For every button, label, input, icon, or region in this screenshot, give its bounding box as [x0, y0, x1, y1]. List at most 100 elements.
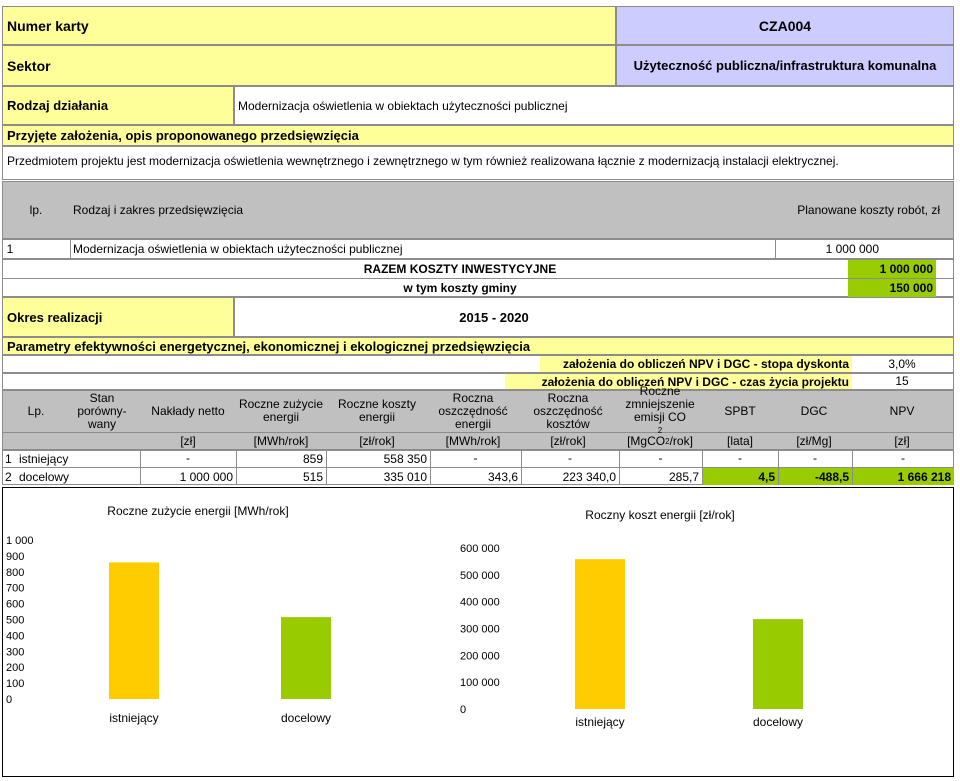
charts-frame	[2, 487, 954, 777]
row1-npv: -	[901, 451, 905, 465]
hdr-naklady: Nakłady netto	[151, 403, 225, 418]
cost-row-border	[2, 239, 954, 259]
lifetime-row	[2, 373, 954, 390]
chart-title: Roczne zużycie energii [MWh/rok]	[107, 504, 288, 518]
card-number-value: CZA004	[758, 17, 812, 34]
cost-header-row	[2, 181, 954, 239]
bar-existing	[575, 559, 625, 709]
unit-emisja-sub: 2	[665, 437, 670, 446]
period-label-cell: Okres realizacji	[2, 297, 234, 337]
row1-naklady: -	[186, 451, 190, 465]
y-tick-label: 900	[6, 551, 24, 563]
unit-naklady: [zł]	[180, 434, 196, 448]
discount-value: 3,0%	[888, 356, 916, 371]
y-tick-label: 100	[6, 678, 24, 690]
y-tick-label: 500 000	[460, 570, 500, 582]
y-tick-label: 800	[6, 567, 24, 579]
action-value-cell: Modernizacja oświetlenia w obiektach uży…	[234, 86, 954, 125]
period-label: Okres realizacji	[7, 309, 103, 325]
params-col-divider-7	[702, 450, 703, 485]
row1-emisja: -	[658, 451, 663, 465]
energy-cost-chart: Roczny koszt energii [zł/rok] 0 100 000 200…	[460, 508, 803, 729]
row2-koszty: 335 010	[383, 469, 427, 484]
hdr-emisja-sub: 2	[657, 426, 663, 435]
assumptions-label: Przyjęte założenia, opis proponowanego p…	[7, 128, 359, 143]
cost-row-divider-1	[70, 239, 71, 259]
params-col-divider-9	[852, 450, 853, 485]
row1-koszty: 558 350	[383, 451, 427, 466]
row2-npv: 1 666 218	[853, 468, 954, 485]
row1-zuzycie: 859	[302, 451, 323, 466]
action-value: Modernizacja oświetlenia w obiektach uży…	[238, 98, 568, 113]
period-value: 2015 - 2020	[459, 309, 529, 325]
y-tick-label: 400	[6, 630, 24, 642]
period-value-cell: 2015 - 2020	[234, 297, 954, 337]
params-col-divider-4	[430, 450, 431, 485]
params-rows-divider	[2, 467, 954, 468]
sector-label-cell: Sektor	[2, 45, 616, 86]
action-label: Rodzaj działania	[7, 98, 109, 113]
row2-osz-energii: 343,6	[487, 469, 518, 484]
cost-row-scope: Modernizacja oświetlenia w obiektach uży…	[73, 242, 403, 256]
hdr-lp: Lp.	[27, 403, 45, 418]
row1-lp: 1	[5, 451, 12, 466]
row2-lp: 2	[5, 469, 12, 484]
cost-col-cost: Planowane koszty robót, zł	[797, 203, 940, 217]
discount-label: założenia do obliczeń NPV i DGC - stopa …	[540, 356, 852, 372]
lifetime-value: 15	[895, 374, 909, 388]
y-tick-label: 100 000	[460, 677, 500, 689]
unit-osz-kosztow: [zł/rok]	[550, 434, 586, 448]
hdr-stan: Stan porówny-wany	[77, 390, 127, 431]
row2-zuzycie: 515	[302, 469, 323, 484]
params-col-divider-2	[236, 450, 237, 485]
y-tick-label: 300	[6, 646, 24, 658]
y-tick-label: 600 000	[460, 543, 500, 555]
hdr-osz-energii: Roczna oszczędność energii	[438, 390, 508, 431]
row2-dgc: -488,5	[779, 468, 852, 485]
cost-col-lp: lp.	[29, 202, 43, 217]
cost-row-divider-2	[775, 239, 776, 259]
y-tick-label: 600	[6, 599, 24, 611]
hdr-osz-kosztow: Roczna oszczędność kosztów	[533, 390, 603, 431]
y-tick-label: 300 000	[460, 624, 500, 636]
bar-target	[281, 617, 331, 699]
row2-stan: docelowy	[19, 469, 70, 484]
hdr-emisja: Roczne zmniejszenie emisji CO 2	[618, 384, 702, 436]
y-tick-label: 700	[6, 583, 24, 595]
hdr-npv: NPV	[889, 403, 915, 418]
params-col-divider-8	[778, 450, 779, 485]
params-title-cell: Parametry efektywności energetycznej, ek…	[2, 337, 954, 355]
params-col-divider-1	[140, 450, 141, 485]
params-col-divider-5	[521, 450, 522, 485]
bar-existing	[109, 562, 159, 699]
unit-zuzycie: [MWh/rok]	[253, 434, 309, 448]
row1-stan: istniejący	[19, 451, 69, 466]
hdr-emisja-text: Roczne zmniejszenie emisji CO	[625, 384, 695, 424]
category-label: istniejący	[109, 711, 158, 725]
row2-naklady: 1 000 000	[179, 469, 233, 484]
hdr-koszty: Roczne koszty energii	[337, 397, 417, 424]
lifetime-label: założenia do obliczeń NPV i DGC - czas ż…	[505, 374, 852, 389]
y-tick-label: 500	[6, 615, 24, 627]
cost-row-cost: 1 000 000	[825, 242, 879, 256]
y-tick-label: 200 000	[460, 650, 500, 662]
category-label: docelowy	[753, 715, 803, 729]
unit-emisja: [MgCO 2/rok]	[618, 433, 702, 450]
y-tick-label: 0	[6, 694, 12, 706]
row2-osz-kosztow: 223 340,0	[562, 469, 616, 484]
y-tick-label: 400 000	[460, 597, 500, 609]
unit-osz-energii: [MWh/rok]	[445, 434, 501, 448]
unit-emisja-a: [MgCO	[627, 434, 666, 448]
category-label: istniejący	[575, 715, 624, 729]
params-col-divider-3	[326, 450, 327, 485]
unit-dgc: [zł/Mg]	[796, 434, 832, 448]
cost-totals-divider	[2, 278, 954, 279]
card-number-label-cell: Numer karty	[2, 6, 616, 45]
unit-npv: [zł]	[894, 434, 910, 448]
bar-target	[753, 619, 803, 709]
params-title: Parametry efektywności energetycznej, ek…	[7, 338, 531, 354]
y-tick-label: 1 000	[6, 535, 34, 547]
card-number-value-cell: CZA004	[616, 6, 954, 45]
gmina-value: 150 000	[848, 279, 936, 297]
action-label-cell: Rodzaj działania	[2, 86, 234, 125]
